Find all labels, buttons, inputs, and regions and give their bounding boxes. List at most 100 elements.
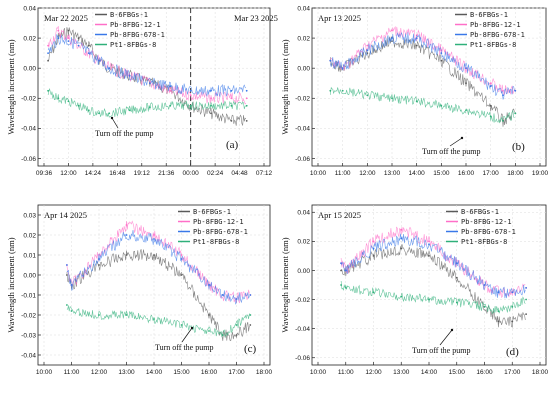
plot-frame <box>311 7 547 167</box>
data-point <box>502 94 504 97</box>
y-tick-label: -0.04 <box>21 352 36 359</box>
data-point <box>514 112 517 115</box>
data-point <box>180 324 183 326</box>
data-point <box>249 314 252 316</box>
legend-entry: Pb-8FBG-12-1 <box>110 21 161 29</box>
data-point <box>128 74 131 77</box>
data-point <box>525 313 527 315</box>
data-point <box>98 264 100 266</box>
data-point <box>235 324 238 326</box>
x-tick-label: 10:00 <box>310 170 327 177</box>
pump-annotation: Turn off the pump <box>95 129 153 138</box>
y-tick-label: -0.06 <box>21 156 36 163</box>
data-point <box>77 104 80 107</box>
data-point <box>428 255 430 257</box>
y-tick-label: -0.06 <box>295 355 310 362</box>
x-tick-label: 10:00 <box>310 369 327 376</box>
data-point <box>489 104 492 107</box>
series-line-Pt1-8FBGs-8 <box>66 305 250 338</box>
legend-entry: Pt1-8FBGs-8 <box>193 238 239 246</box>
data-point <box>344 269 347 272</box>
y-tick-label: -0.02 <box>21 96 36 103</box>
data-point <box>502 89 504 92</box>
data-point <box>341 89 344 92</box>
data-point <box>391 37 393 39</box>
x-tick-label: 11:00 <box>338 369 354 376</box>
legend-entry: B-6FBGs-1 <box>193 208 231 216</box>
y-tick-label: -0.03 <box>21 332 36 339</box>
data-point <box>235 298 238 300</box>
pump-annotation: Turn off the pump <box>155 343 213 352</box>
data-point <box>77 44 80 47</box>
y-tick-label: 0.04 <box>23 5 36 12</box>
data-point <box>525 287 527 289</box>
data-point <box>230 104 233 107</box>
x-tick-label: 19:00 <box>532 170 549 177</box>
legend: B-6FBGs-1 Pb-8FBG-12-1 Pb-8FBG-678-1 Pt1-8F… <box>178 208 248 246</box>
data-point <box>230 120 233 122</box>
series-line-Pb-8FBG-678-1 <box>340 233 526 299</box>
data-point <box>125 254 128 256</box>
data-point <box>125 234 128 236</box>
data-point <box>400 237 403 240</box>
chart-panel-3: 0.03 0.02 0.01 0.00 -0.01 -0.02 -0.03 -0.04 10:0… <box>6 204 273 376</box>
data-point <box>47 44 49 47</box>
x-tick-label: 02:24 <box>207 170 224 177</box>
data-point <box>497 291 500 294</box>
panel-date-label: Apr 13 2025 <box>318 13 361 23</box>
data-point <box>169 104 172 107</box>
data-point <box>489 115 492 118</box>
pump-annotation: Turn off the pump <box>422 147 480 156</box>
legend-entry: Pb-8FBG-12-1 <box>193 218 244 226</box>
data-point <box>465 82 467 85</box>
legend-entry: Pt1-8FBGs-8 <box>470 41 516 49</box>
x-tick-label: 04:48 <box>231 170 248 177</box>
data-point <box>372 240 375 243</box>
data-point <box>108 67 111 70</box>
data-point <box>149 106 151 109</box>
x-tick-label: 09:36 <box>36 170 53 177</box>
x-tick-label: 07:12 <box>256 170 273 177</box>
annotation-arrow <box>449 137 463 147</box>
data-point <box>189 94 192 97</box>
data-point <box>440 104 443 107</box>
x-tick-label: 14:00 <box>421 369 438 376</box>
data-point <box>87 52 90 54</box>
data-point <box>70 284 73 286</box>
x-tick-label: 12:00 <box>359 170 376 177</box>
data-point <box>70 310 73 312</box>
data-point <box>366 94 369 97</box>
y-axis-title: Wavelength increment (nm) <box>280 237 290 332</box>
y-axis-title: Wavelength increment (nm) <box>280 39 290 134</box>
y-tick-label: 0.00 <box>297 268 310 275</box>
data-point <box>440 59 443 62</box>
data-point <box>180 254 183 256</box>
legend-entry: B-6FBGs-1 <box>461 208 499 216</box>
data-point <box>108 112 111 115</box>
data-point <box>210 112 212 115</box>
x-tick-label: 15:00 <box>449 369 466 376</box>
data-point <box>391 97 393 100</box>
y-tick-label: 0.02 <box>23 35 36 42</box>
x-tick-label: 18:00 <box>256 369 273 376</box>
data-point <box>169 89 172 92</box>
data-point <box>245 120 248 122</box>
y-tick-label: -0.02 <box>21 312 36 319</box>
y-tick-label: 0.00 <box>23 272 36 279</box>
data-point <box>455 276 458 279</box>
data-point <box>340 262 342 265</box>
data-point <box>210 89 212 92</box>
series-line-Pt1-8FBGs-8 <box>47 88 246 118</box>
pump-annotation: Turn off the pump <box>412 346 470 355</box>
x-tick-label: 19:12 <box>134 170 151 177</box>
annotation-arrow-head <box>110 116 114 120</box>
legend-entry: Pb-8FBG-678-1 <box>470 31 525 39</box>
data-point <box>415 37 418 39</box>
y-tick-label: 0.04 <box>297 5 310 12</box>
series-line-Pt1-8FBGs-8 <box>330 86 515 124</box>
data-point <box>208 284 210 286</box>
y-tick-label: 0.03 <box>23 212 36 219</box>
data-point <box>245 97 248 100</box>
